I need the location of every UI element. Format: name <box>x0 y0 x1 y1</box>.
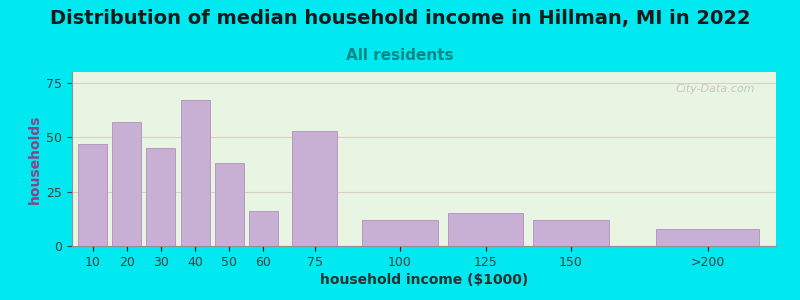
Bar <box>293 131 337 246</box>
Bar <box>448 213 523 246</box>
Bar <box>362 220 438 246</box>
Bar <box>181 100 210 246</box>
Bar <box>534 220 609 246</box>
Y-axis label: households: households <box>28 114 42 204</box>
Bar <box>249 211 278 246</box>
Bar <box>78 144 107 246</box>
Text: All residents: All residents <box>346 48 454 63</box>
Bar <box>214 163 244 246</box>
Bar <box>112 122 142 246</box>
Bar <box>146 148 175 246</box>
Bar <box>656 229 759 246</box>
Text: City-Data.com: City-Data.com <box>675 84 755 94</box>
Text: Distribution of median household income in Hillman, MI in 2022: Distribution of median household income … <box>50 9 750 28</box>
X-axis label: household income ($1000): household income ($1000) <box>320 273 528 287</box>
